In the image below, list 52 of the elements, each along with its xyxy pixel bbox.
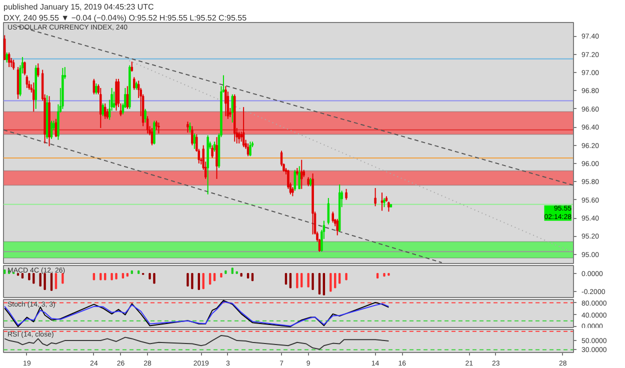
candlestick <box>4 34 6 60</box>
candlestick <box>336 218 338 236</box>
candlestick <box>146 116 149 134</box>
candlestick <box>294 169 296 192</box>
candlestick <box>216 136 218 180</box>
candlestick <box>345 188 348 200</box>
candlestick <box>6 52 8 64</box>
text: published January 15, 2019 04:45:23 UTC <box>4 2 154 12</box>
candlestick <box>32 82 35 112</box>
candlestick <box>238 131 240 144</box>
candlestick <box>158 122 160 134</box>
candlestick <box>112 91 116 108</box>
candlestick <box>26 74 28 88</box>
candlestick <box>292 186 294 197</box>
candlestick <box>144 108 146 124</box>
candlestick <box>332 211 334 224</box>
candlestick <box>383 198 386 208</box>
candlestick <box>300 159 303 190</box>
candlestick <box>213 141 216 152</box>
candlestick <box>54 118 58 138</box>
candlestick <box>100 87 102 128</box>
candlestick <box>104 102 106 120</box>
candlestick <box>327 198 330 225</box>
candlestick <box>92 78 96 95</box>
candlestick <box>130 61 134 72</box>
candlestick <box>374 188 376 207</box>
candlestick <box>24 61 26 76</box>
candlestick <box>126 86 129 110</box>
candlestick <box>95 82 98 95</box>
candlestick <box>191 126 194 146</box>
candlestick <box>193 132 196 150</box>
candlestick <box>12 59 15 70</box>
candlestick <box>307 176 310 187</box>
candlestick <box>388 201 390 212</box>
candlestick <box>155 120 158 130</box>
candlestick <box>186 121 189 134</box>
candlestick <box>224 86 227 117</box>
candlestick <box>36 62 40 78</box>
candlestick <box>298 166 301 190</box>
candlestick <box>50 120 53 140</box>
candlestick <box>242 106 245 148</box>
candlestick <box>102 102 104 117</box>
candlestick <box>380 192 384 212</box>
candlestick <box>115 78 118 112</box>
candlestick <box>153 120 156 145</box>
candlestick <box>133 76 136 90</box>
candlestick <box>150 127 154 146</box>
text: DXY, 240 95.55 ▼ −0.04 (−0.04%) O:95.52 H:95.55 L:95.52 C:95.55 <box>4 14 248 22</box>
candlestick <box>231 94 234 124</box>
candlestick <box>249 141 252 157</box>
candlestick <box>8 52 10 68</box>
candlestick <box>211 144 214 159</box>
